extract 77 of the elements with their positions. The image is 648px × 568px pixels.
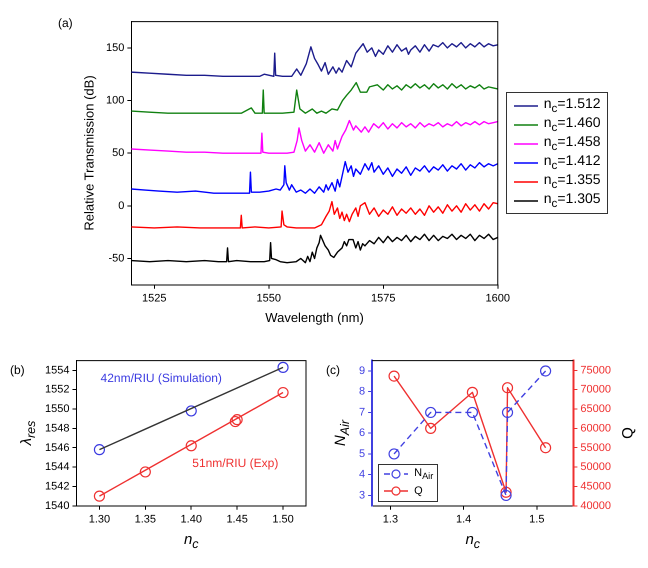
y-tick-label: 1544: [44, 461, 70, 474]
point: [186, 405, 197, 417]
point: [388, 370, 400, 382]
y-tick-label: -50: [108, 252, 124, 265]
point: [94, 490, 106, 502]
y-tick-label: 6: [358, 427, 366, 440]
y2-tick-label: 65000: [580, 403, 612, 416]
point: [277, 386, 289, 398]
y-tick-label: 0: [118, 200, 124, 212]
y-tick-label: 1550: [44, 403, 70, 416]
x-tick-label: 1.5: [529, 513, 544, 526]
text: (c): [326, 363, 340, 377]
point: [186, 440, 197, 452]
point: [425, 406, 436, 418]
x-tick-label: 1.50: [272, 513, 294, 526]
x-tick-label: 1.35: [134, 513, 156, 526]
point: [94, 444, 106, 456]
x-axis-title: Wavelength (nm): [265, 310, 364, 325]
x-tick-label: 1575: [371, 292, 396, 304]
y2-tick-label: 70000: [580, 384, 612, 396]
point: [540, 365, 552, 377]
y2-tick-label: 60000: [580, 422, 612, 434]
series-label: 51nm/RIU (Exp): [192, 456, 278, 470]
y2-tick-label: 40000: [580, 500, 612, 512]
y2-tick-label: 55000: [580, 442, 612, 454]
point: [500, 490, 512, 502]
x-tick-label: 1.30: [88, 513, 110, 526]
y-tick-label: 3: [358, 489, 366, 502]
point: [500, 486, 512, 498]
y-tick-label: 1540: [44, 500, 70, 512]
y-tick-label: 1546: [44, 442, 70, 454]
x-tick-label: 1.40: [180, 513, 202, 526]
legend-label: n$_{c}$=1.412: [544, 152, 601, 172]
x-tick-label: 1600: [486, 292, 510, 304]
y-tick-label: 50: [112, 147, 124, 160]
point: [502, 382, 514, 394]
y-tick-label: 1552: [44, 384, 70, 396]
point: [540, 442, 552, 454]
y2-tick-label: 50000: [580, 461, 612, 474]
y-axis-title: Relative Transmission (dB): [82, 76, 96, 231]
legend-label: n$_{c}$=1.305: [544, 188, 601, 212]
y-tick-label: 8: [358, 386, 366, 398]
point: [388, 448, 400, 460]
y-tick-label: 4: [358, 468, 366, 481]
y2-tick-label: 75000: [580, 364, 612, 376]
legend-label: N$_{Air}$: [414, 466, 434, 483]
x-axis-title: n$_{c}$: [184, 531, 199, 551]
point: [277, 362, 289, 373]
y-tick-label: 7: [358, 406, 366, 418]
text: (b): [10, 363, 25, 377]
text: (a): [58, 16, 73, 30]
y-tick-label: 1542: [44, 480, 70, 492]
legend-label: Q: [414, 484, 423, 500]
point: [466, 406, 478, 418]
x-axis-title: n$_{c}$: [465, 531, 480, 551]
y-tick-label: 5: [358, 448, 366, 460]
point: [425, 422, 436, 434]
x-tick-label: 1525: [142, 292, 166, 304]
y-tick-label: 100: [106, 94, 124, 107]
point: [502, 406, 514, 418]
y2-axis-title: Q: [620, 427, 636, 440]
text: 42nm/RIU (Simulation): [100, 371, 222, 386]
x-tick-label: 1.3: [382, 513, 398, 526]
legend-label: n$_{c}$=1.512: [544, 94, 601, 115]
x-tick-label: 1.45: [226, 513, 248, 526]
legend-label: n$_{c}$=1.458: [544, 132, 601, 153]
x-tick-label: 1.4: [456, 513, 472, 526]
y-tick-label: 1548: [44, 422, 70, 434]
y-tick-label: 1554: [44, 364, 70, 376]
point: [466, 386, 478, 398]
y2-tick-label: 45000: [580, 480, 612, 492]
y-tick-label: 9: [358, 365, 366, 378]
point: [140, 466, 151, 478]
legend-label: n$_{c}$=1.355: [544, 170, 601, 191]
legend-label: n$_{c}$=1.460: [544, 114, 601, 134]
y-tick-label: 150: [106, 42, 124, 54]
x-tick-label: 1550: [256, 292, 281, 304]
